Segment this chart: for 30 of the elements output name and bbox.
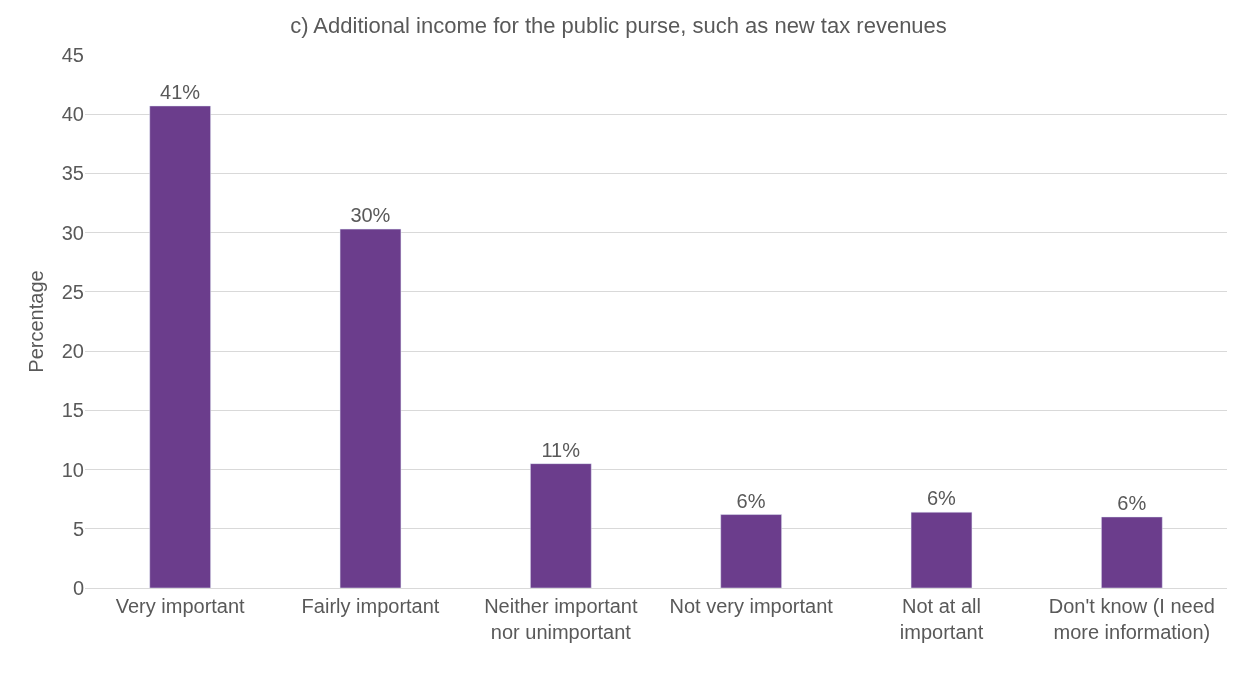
y-tick-label: 40 [61, 103, 84, 126]
data-label: 6% [736, 489, 766, 512]
data-label: 6% [1117, 491, 1147, 514]
x-tick-label: Neither important nor unimportant [484, 595, 638, 643]
y-tick-label: 30 [61, 221, 84, 244]
bar [910, 511, 973, 588]
data-label: 30% [350, 204, 391, 227]
y-tick-label: 20 [61, 340, 84, 363]
data-label: 11% [541, 438, 581, 461]
x-tick-label: Very important [115, 595, 246, 617]
data-label: 6% [926, 487, 957, 510]
y-tick-label: 45 [61, 44, 84, 66]
y-tick-label: 15 [61, 399, 84, 422]
x-tick-label: Not very important [669, 595, 834, 617]
y-tick-label: 25 [61, 280, 84, 303]
y-axis-title: Percentage [25, 270, 48, 373]
x-tick-label: Don't know (I need more information) [1048, 595, 1215, 643]
x-tick-label: Not at all important [899, 595, 984, 643]
y-tick-label: 10 [61, 458, 84, 481]
bar [530, 463, 592, 588]
chart-title: c) Additional income for the public purse, such as new tax revenues [290, 12, 947, 38]
bar [1101, 516, 1163, 588]
x-tick-label: Fairly important [301, 595, 440, 617]
bar [720, 514, 782, 588]
y-tick-label: 5 [72, 517, 84, 540]
bar [339, 228, 402, 588]
y-tick-label: 0 [72, 577, 84, 599]
y-tick-label: 35 [61, 162, 84, 185]
data-label: 41% [160, 80, 201, 103]
bar [149, 105, 211, 588]
